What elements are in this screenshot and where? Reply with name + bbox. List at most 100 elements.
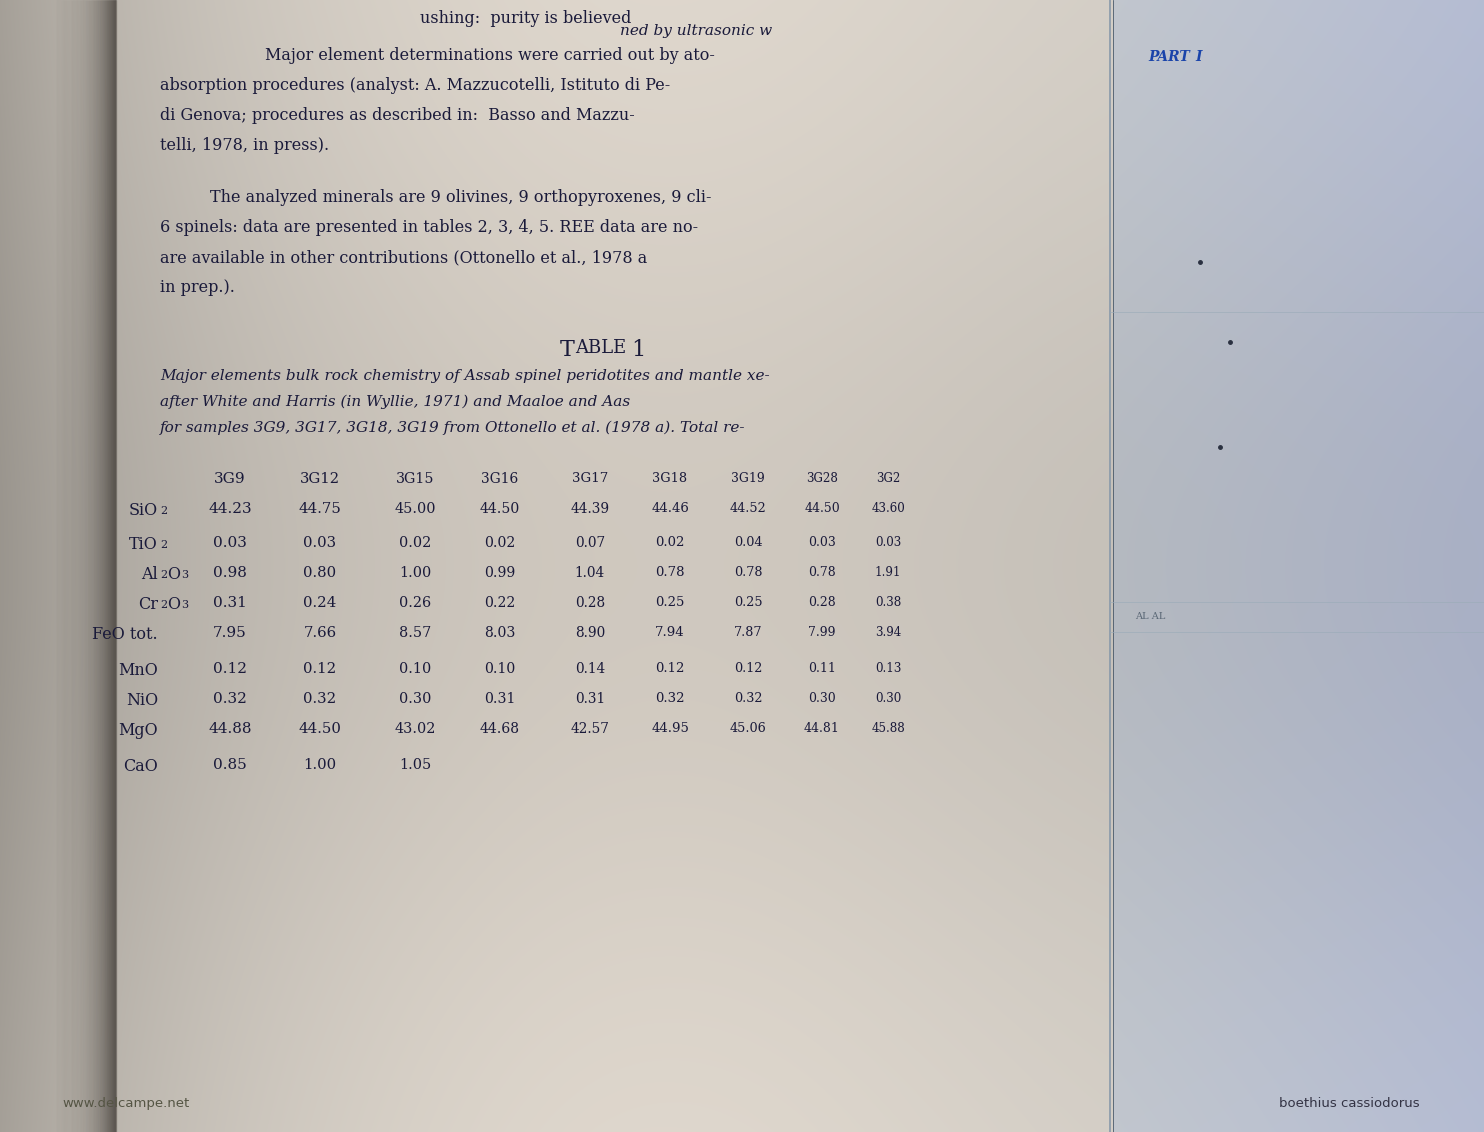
Text: 3.94: 3.94	[876, 626, 901, 638]
Text: 0.03: 0.03	[303, 535, 337, 550]
Text: Al: Al	[141, 566, 157, 583]
Text: 1: 1	[625, 338, 646, 361]
Text: FeO tot.: FeO tot.	[92, 626, 157, 643]
Text: 0.99: 0.99	[484, 566, 515, 580]
Text: 44.23: 44.23	[208, 501, 252, 516]
Text: 0.02: 0.02	[484, 535, 515, 550]
Text: NiO: NiO	[126, 692, 157, 709]
Text: 7.99: 7.99	[809, 626, 835, 638]
Text: 8.90: 8.90	[574, 626, 605, 640]
Text: 0.04: 0.04	[733, 535, 763, 549]
Text: SiO: SiO	[129, 501, 157, 518]
Text: 0.85: 0.85	[214, 758, 246, 772]
Text: 0.32: 0.32	[214, 692, 246, 706]
Text: 7.66: 7.66	[303, 626, 337, 640]
Text: 3G2: 3G2	[876, 472, 901, 484]
Text: 0.13: 0.13	[874, 662, 901, 675]
Text: MnO: MnO	[119, 662, 157, 679]
Text: 1.00: 1.00	[399, 566, 432, 580]
Text: 0.11: 0.11	[809, 662, 835, 675]
Text: O: O	[168, 566, 180, 583]
Text: 0.22: 0.22	[484, 597, 515, 610]
Text: 0.32: 0.32	[733, 692, 763, 705]
Text: Cr: Cr	[138, 597, 157, 614]
Text: ushing:  purity is believed: ushing: purity is believed	[420, 10, 631, 27]
Text: www.delcampe.net: www.delcampe.net	[62, 1097, 190, 1110]
Text: PART: PART	[1149, 50, 1190, 65]
Text: 0.32: 0.32	[303, 692, 337, 706]
Text: 3G9: 3G9	[214, 472, 246, 486]
Text: 0.78: 0.78	[809, 566, 835, 578]
Text: 2: 2	[160, 540, 168, 550]
Text: 45.00: 45.00	[395, 501, 436, 516]
Text: 0.28: 0.28	[574, 597, 605, 610]
Text: T: T	[559, 338, 574, 361]
Text: O: O	[168, 597, 180, 614]
Text: 0.30: 0.30	[809, 692, 835, 705]
Text: 43.60: 43.60	[871, 501, 905, 515]
Text: 3G17: 3G17	[571, 472, 608, 484]
Text: 7.87: 7.87	[733, 626, 763, 638]
Text: ned by ultrasonic w: ned by ultrasonic w	[620, 24, 772, 38]
Text: 3: 3	[181, 600, 188, 610]
Text: 0.03: 0.03	[876, 535, 901, 549]
Text: 0.14: 0.14	[574, 662, 605, 676]
Text: 0.10: 0.10	[399, 662, 432, 676]
Text: 0.30: 0.30	[399, 692, 432, 706]
Text: 3G18: 3G18	[653, 472, 687, 484]
Text: 44.95: 44.95	[651, 722, 689, 735]
Text: ABLE: ABLE	[574, 338, 626, 357]
Text: Major element determinations were carried out by ato-: Major element determinations were carrie…	[266, 48, 715, 65]
Text: 1.00: 1.00	[303, 758, 337, 772]
Text: 0.98: 0.98	[214, 566, 246, 580]
Text: 0.07: 0.07	[574, 535, 605, 550]
Text: 0.26: 0.26	[399, 597, 430, 610]
Text: 44.39: 44.39	[570, 501, 610, 516]
Text: CaO: CaO	[123, 758, 157, 775]
Text: 0.31: 0.31	[484, 692, 515, 706]
Text: 44.88: 44.88	[208, 722, 252, 736]
Text: 45.06: 45.06	[730, 722, 766, 735]
Text: 0.02: 0.02	[399, 535, 432, 550]
Text: telli, 1978, in press).: telli, 1978, in press).	[160, 137, 329, 154]
Text: 44.68: 44.68	[479, 722, 519, 736]
Text: 3G15: 3G15	[396, 472, 435, 486]
Text: 3: 3	[181, 571, 188, 580]
Text: 44.46: 44.46	[651, 501, 689, 515]
Text: 0.78: 0.78	[656, 566, 684, 578]
Text: The analyzed minerals are 9 olivines, 9 orthopyroxenes, 9 cli-: The analyzed minerals are 9 olivines, 9 …	[211, 189, 711, 206]
Text: 0.12: 0.12	[656, 662, 684, 675]
Text: 0.12: 0.12	[303, 662, 337, 676]
Text: 0.24: 0.24	[303, 597, 337, 610]
Text: 44.75: 44.75	[298, 501, 341, 516]
Text: 8.57: 8.57	[399, 626, 432, 640]
Text: 44.50: 44.50	[804, 501, 840, 515]
Text: 2: 2	[160, 600, 168, 610]
Text: are available in other contributions (Ottonello et al., 1978 a: are available in other contributions (Ot…	[160, 249, 647, 266]
Text: 0.12: 0.12	[733, 662, 763, 675]
Text: 0.25: 0.25	[656, 597, 684, 609]
Text: 42.57: 42.57	[570, 722, 610, 736]
Text: 1.05: 1.05	[399, 758, 432, 772]
Text: 0.31: 0.31	[214, 597, 246, 610]
Text: 0.25: 0.25	[733, 597, 763, 609]
Text: 0.38: 0.38	[876, 597, 901, 609]
Text: AL AL: AL AL	[1135, 612, 1165, 621]
Text: 0.80: 0.80	[303, 566, 337, 580]
Text: 0.02: 0.02	[656, 535, 684, 549]
Text: boethius cassiodorus: boethius cassiodorus	[1279, 1097, 1420, 1110]
Text: absorption procedures (analyst: A. Mazzucotelli, Istituto di Pe-: absorption procedures (analyst: A. Mazzu…	[160, 77, 671, 94]
Text: 0.32: 0.32	[656, 692, 684, 705]
Text: 3G28: 3G28	[806, 472, 838, 484]
Text: 2: 2	[160, 571, 168, 580]
Text: 7.95: 7.95	[214, 626, 246, 640]
Text: 0.12: 0.12	[214, 662, 246, 676]
Text: I: I	[1195, 50, 1202, 65]
Text: for samples 3G9, 3G17, 3G18, 3G19 from Ottonello et al. (1978 a). Total re-: for samples 3G9, 3G17, 3G18, 3G19 from O…	[160, 421, 745, 436]
Text: 8.03: 8.03	[484, 626, 515, 640]
Text: in prep.).: in prep.).	[160, 278, 234, 295]
Text: 0.10: 0.10	[484, 662, 515, 676]
Text: 0.28: 0.28	[809, 597, 835, 609]
Text: 1.04: 1.04	[574, 566, 605, 580]
Text: 44.50: 44.50	[298, 722, 341, 736]
